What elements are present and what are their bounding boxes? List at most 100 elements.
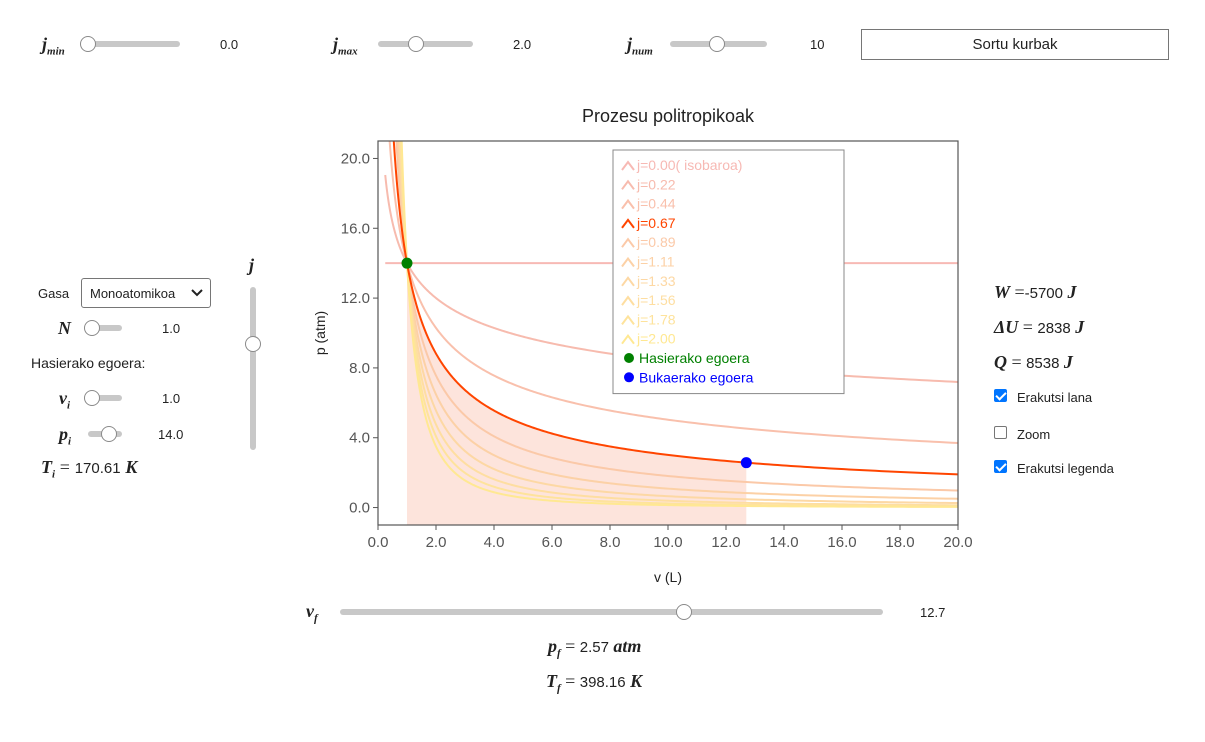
initial-state-point: [401, 257, 413, 269]
legend-entry: j=0.44: [636, 196, 676, 212]
legend-entry: j=2.00: [636, 331, 676, 347]
final-state-point: [740, 457, 752, 469]
x-tick-label: 8.0: [600, 534, 621, 551]
legend-line-icon: [621, 295, 635, 306]
curve-j-2-00: [400, 141, 958, 508]
legend-entry: j=0.67: [636, 215, 676, 231]
legend-entry: Hasierako egoera: [639, 350, 750, 366]
chevron-down-icon: [191, 283, 203, 306]
x-axis-label: v (L): [654, 569, 682, 585]
ti-readout: Ti = 170.61 K: [41, 457, 138, 481]
x-tick-label: 2.0: [426, 534, 447, 551]
x-tick-label: 18.0: [885, 534, 914, 551]
x-tick-label: 16.0: [827, 534, 856, 551]
legend-entry: j=0.89: [636, 234, 676, 250]
legend-box: [612, 149, 845, 395]
legend-line-icon: [621, 334, 635, 345]
jmin-value: 0.0: [220, 37, 239, 52]
y-axis: 0.0 4.0 8.0 12.0 16.0 20.0: [341, 150, 378, 517]
curve-j-1-11: [397, 141, 958, 500]
y-tick-label: 12.0: [341, 290, 370, 307]
jnum-value: 10: [810, 37, 825, 52]
chart-title: Prozesu politropikoak: [582, 106, 755, 126]
jnum-label: jnum: [627, 34, 653, 58]
legend-point-icon: [624, 353, 634, 363]
y-axis-label: p (atm): [312, 311, 328, 355]
legend-line-icon: [621, 218, 635, 229]
polytropic-chart: Prozesu politropikoak 0.0 2.0 4.0 6.0 8.0 10.…: [312, 106, 973, 585]
vi-slider[interactable]: [84, 390, 122, 406]
generate-curves-button[interactable]: Sortu kurbak: [861, 29, 1169, 60]
n-slider[interactable]: [84, 320, 122, 336]
n-slider-thumb[interactable]: [84, 320, 100, 336]
legend-entry: j=1.33: [636, 273, 676, 289]
legend-line-icon: [621, 314, 635, 325]
gas-select[interactable]: Monoatomikoa: [81, 278, 211, 308]
internal-energy-readout: ΔU = 2838 J: [994, 317, 1085, 337]
tf-readout: Tf = 398.16 K: [546, 671, 643, 695]
legend-entry: Bukaerako egoera: [639, 369, 754, 385]
j-slider-thumb[interactable]: [245, 335, 261, 352]
legend-line-icon: [621, 256, 635, 268]
chart-legend[interactable]: j=0.00( isobaroa) j=0.22 j=0.44 j=0.67 j=0.8…: [612, 149, 845, 395]
show-legend-checkbox[interactable]: [994, 460, 1007, 473]
vf-label: vf: [306, 601, 318, 625]
vi-label: vi: [59, 388, 71, 412]
jmax-label: jmax: [333, 34, 358, 58]
y-tick-label: 0.0: [349, 500, 370, 517]
legend-line-icon: [621, 160, 635, 171]
x-tick-label: 12.0: [711, 534, 740, 551]
jnum-slider-thumb[interactable]: [708, 36, 725, 52]
jmin-slider[interactable]: [80, 36, 180, 52]
curve-j-0-44: [388, 141, 958, 444]
y-tick-label: 20.0: [341, 150, 370, 167]
y-tick-label: 4.0: [349, 430, 370, 447]
pi-slider-thumb[interactable]: [100, 426, 117, 442]
curve-j-1-78: [400, 141, 958, 508]
y-tick-label: 16.0: [341, 220, 370, 237]
legend-line-icon: [621, 179, 635, 190]
jmin-slider-thumb[interactable]: [80, 36, 96, 52]
j-slider[interactable]: [245, 287, 261, 450]
jmin-label: jmin: [42, 34, 65, 58]
x-tick-label: 6.0: [542, 534, 563, 551]
x-tick-label: 10.0: [653, 534, 682, 551]
legend-line-icon: [621, 198, 635, 210]
legend-entry: j=0.00( isobaroa): [636, 157, 742, 173]
x-tick-label: 0.0: [368, 534, 389, 551]
work-area: [407, 263, 747, 525]
legend-line-icon: [621, 276, 635, 287]
vf-slider-thumb[interactable]: [676, 604, 693, 620]
legend-entry: j=1.56: [636, 292, 676, 308]
x-tick-label: 14.0: [769, 534, 798, 551]
curve-j-1-56: [399, 141, 958, 507]
zoom-checkbox[interactable]: [994, 426, 1007, 439]
gas-label: Gasa: [38, 286, 70, 301]
jmax-value: 2.0: [513, 37, 532, 52]
heat-readout: Q = 8538 J: [994, 352, 1073, 372]
jnum-slider[interactable]: [670, 36, 767, 52]
vi-value: 1.0: [162, 391, 181, 406]
jmax-slider-thumb[interactable]: [408, 36, 425, 52]
vf-slider[interactable]: [340, 604, 883, 620]
zoom-label: Zoom: [1017, 427, 1051, 442]
pi-label: pi: [59, 424, 72, 448]
pi-slider[interactable]: [88, 426, 122, 442]
x-axis: 0.0 2.0 4.0 6.0 8.0 10.0 12.0 14.0 16.0 18.0 20.0: [368, 525, 973, 551]
show-work-label: Erakutsi lana: [1017, 390, 1093, 405]
vi-slider-thumb[interactable]: [84, 390, 100, 406]
legend-line-icon: [621, 237, 635, 248]
curve-j-0-89: [395, 141, 958, 492]
curve-j-1-33: [398, 141, 958, 505]
legend-point-icon: [624, 372, 634, 383]
n-value: 1.0: [162, 321, 181, 336]
legend-entry: j=1.11: [636, 254, 675, 270]
work-readout: W =-5700 J: [994, 282, 1077, 302]
y-tick-label: 8.0: [349, 360, 370, 377]
legend-entry: j=1.78: [636, 311, 676, 327]
show-work-checkbox[interactable]: [994, 389, 1007, 402]
curve-j-0-67: [392, 141, 958, 476]
jmax-slider[interactable]: [378, 36, 473, 52]
x-tick-label: 20.0: [943, 534, 972, 551]
j-slider-label: j: [249, 255, 255, 275]
